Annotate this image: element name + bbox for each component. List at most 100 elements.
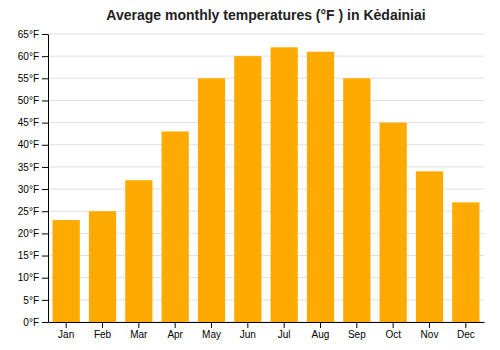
tick: Mar <box>130 322 148 340</box>
tick-mark <box>42 322 48 323</box>
tick: 25°F <box>18 206 48 217</box>
grid-line <box>48 100 484 101</box>
tick: May <box>202 322 221 340</box>
grid-line <box>48 78 484 79</box>
tick-mark <box>284 322 285 328</box>
axis-line <box>49 322 485 323</box>
grid <box>48 34 484 322</box>
tick-label: 25°F <box>18 206 39 217</box>
tick-label: 35°F <box>18 162 39 173</box>
tick: Jan <box>58 322 74 340</box>
bar <box>125 180 152 322</box>
tick: 65°F <box>18 29 48 40</box>
tick-mark <box>42 300 48 301</box>
tick-mark <box>42 123 48 124</box>
bar <box>89 211 116 322</box>
tick-label: 45°F <box>18 117 39 128</box>
marks <box>53 47 480 322</box>
tick: Feb <box>94 322 112 340</box>
title: Average monthly temperatures (°F ) in Kė… <box>106 7 425 23</box>
tick-label: Aug <box>312 329 330 340</box>
tick-mark <box>247 322 248 328</box>
chart: 0°F 5°F 10°F 15°F 20°F 25°F 30°F 35°F 40°F 45°F 50… <box>0 0 500 350</box>
bar <box>198 78 225 322</box>
tick: Apr <box>167 322 183 340</box>
bar <box>271 47 298 322</box>
tick-mark <box>211 322 212 328</box>
tick: 60°F <box>18 51 48 62</box>
grid-line <box>48 166 484 167</box>
tick: 35°F <box>18 162 48 173</box>
tick: Oct <box>385 322 401 340</box>
tick-label: Feb <box>94 329 112 340</box>
grid-line <box>48 34 484 35</box>
grid-line <box>48 144 484 145</box>
bar <box>162 131 189 322</box>
tick-label: 15°F <box>18 250 39 261</box>
bar <box>343 78 370 322</box>
tick-label: Jan <box>58 329 74 340</box>
tick-label: 60°F <box>18 51 39 62</box>
tick-mark <box>66 322 67 328</box>
tick-label: Nov <box>421 329 439 340</box>
tick: 0°F <box>23 317 48 328</box>
tick-label: 40°F <box>18 139 39 150</box>
tick: 55°F <box>18 73 48 84</box>
tick-mark <box>102 322 103 328</box>
tick: Nov <box>421 322 439 340</box>
tick-label: 0°F <box>23 317 39 328</box>
plot: 0°F 5°F 10°F 15°F 20°F 25°F 30°F 35°F 40°F 45°F 50… <box>18 29 485 340</box>
tick-mark <box>393 322 394 328</box>
tick-mark <box>42 145 48 146</box>
tick: 30°F <box>18 184 48 195</box>
tick-mark <box>42 167 48 168</box>
tick-mark <box>138 322 139 328</box>
tick-label: 20°F <box>18 228 39 239</box>
tick-mark <box>42 78 48 79</box>
bar <box>380 123 407 322</box>
tick-label: Dec <box>457 329 475 340</box>
tick-mark <box>42 34 48 35</box>
tick: Jul <box>278 322 291 340</box>
tick: Aug <box>312 322 330 340</box>
tick-mark <box>42 256 48 257</box>
tick-label: 65°F <box>18 29 39 40</box>
bar <box>416 171 443 322</box>
tick-mark <box>42 233 48 234</box>
tick-label: May <box>202 329 221 340</box>
tick: 5°F <box>23 295 48 306</box>
y-axis: 0°F 5°F 10°F 15°F 20°F 25°F 30°F 35°F 40°F 45°F 50… <box>18 29 49 328</box>
tick-label: Mar <box>130 329 148 340</box>
tick-mark <box>356 322 357 328</box>
tick: 20°F <box>18 228 48 239</box>
axis-line <box>48 35 49 323</box>
tick: 10°F <box>18 272 48 283</box>
tick-label: Jul <box>278 329 291 340</box>
tick-mark <box>42 211 48 212</box>
x-axis: Jan Feb Mar Apr May Jun Jul Aug Sep Oct Nov Dec <box>49 322 485 340</box>
bar <box>452 202 479 322</box>
tick-mark <box>42 56 48 57</box>
tick-mark <box>42 278 48 279</box>
tick-label: 30°F <box>18 184 39 195</box>
bar <box>307 52 334 322</box>
tick-mark <box>175 322 176 328</box>
tick: 45°F <box>18 117 48 128</box>
grid-line <box>48 56 484 57</box>
bar <box>53 220 80 322</box>
tick-label: 50°F <box>18 95 39 106</box>
tick: Jun <box>240 322 256 340</box>
tick: 50°F <box>18 95 48 106</box>
grid-line <box>48 122 484 123</box>
tick: 15°F <box>18 250 48 261</box>
tick: Dec <box>457 322 475 340</box>
tick-label: Sep <box>348 329 366 340</box>
bar <box>234 56 261 322</box>
tick-mark <box>42 189 48 190</box>
tick-mark <box>429 322 430 328</box>
tick-mark <box>42 100 48 101</box>
tick-label: Jun <box>240 329 256 340</box>
tick-label: Apr <box>167 329 183 340</box>
tick-mark <box>320 322 321 328</box>
tick-label: Oct <box>385 329 401 340</box>
